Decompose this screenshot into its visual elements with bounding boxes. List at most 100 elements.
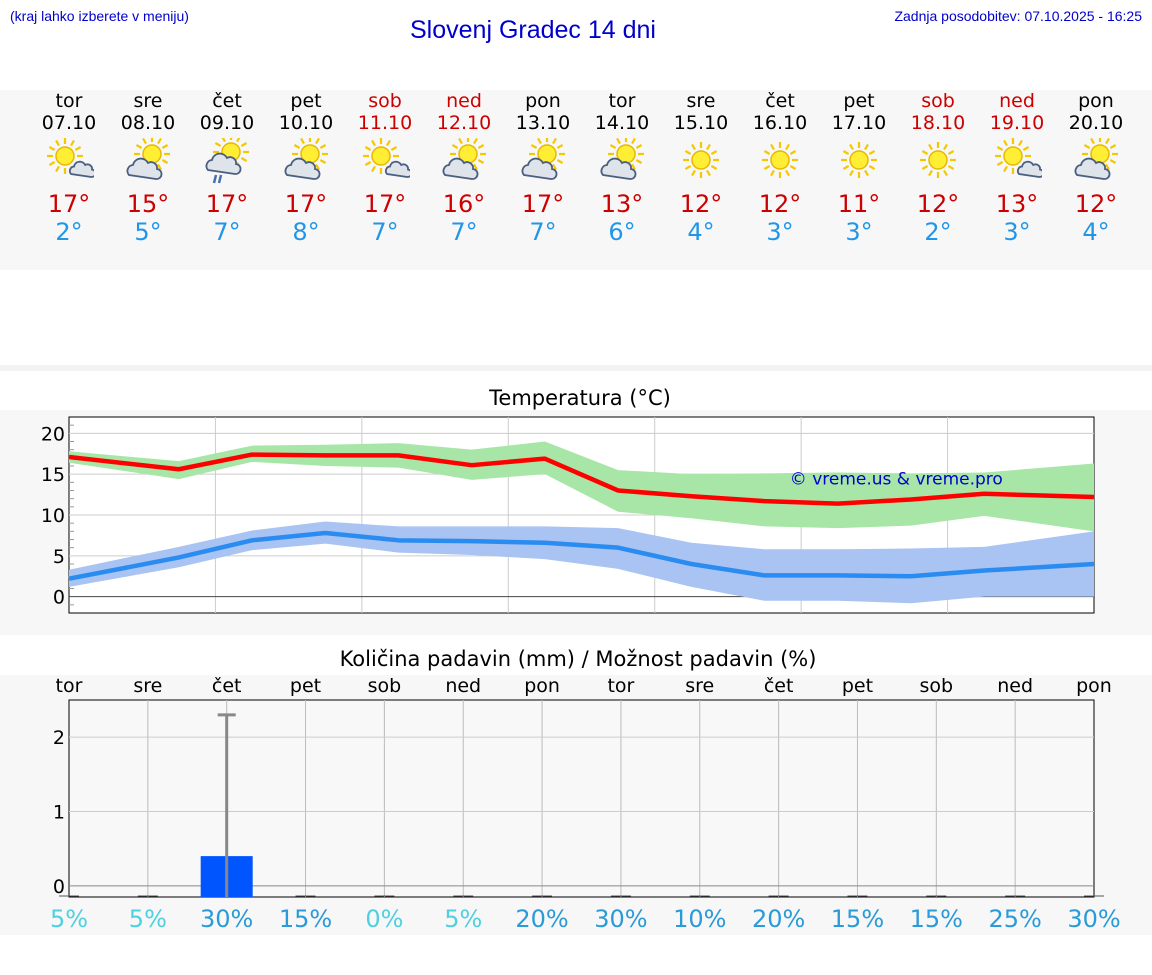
min-temperature: 8° [292,218,320,246]
sun-ray [236,138,241,143]
sun-ray [1022,146,1030,151]
day-name: sre [133,90,163,112]
cloud-sun-icon [442,138,486,180]
location-menu-hint[interactable]: (kraj lahko izberete v meniju) [10,8,189,24]
precipitation-chart: tor sre čet pet sob ned pon tor sre čet pet sob ned p… [50,675,1121,933]
y-tick-label: 10 [41,505,65,527]
sun-icon [841,142,877,178]
sun-ray [240,142,248,147]
day-name: ned [999,90,1035,112]
sun-ray [530,144,538,149]
y-tick-label: 15 [41,464,65,486]
sun-ray [635,144,643,149]
day-date: 08.10 [120,112,176,134]
sun-ray [161,144,169,149]
precipitation-probability: 0% [365,905,403,933]
category-label: sob [368,675,402,697]
min-temperature: 3° [1003,218,1031,246]
cloud-shape [384,160,410,178]
forecast-day[interactable]: ned 19.10 13° 3° [977,90,1057,246]
forecast-day[interactable]: pet 17.10 11° 3° [819,90,899,246]
sun-ray [770,169,775,177]
precipitation-probability: 10% [673,905,726,933]
sun-ray [864,169,869,177]
min-temperature: 4° [687,218,715,246]
sun-ray [691,143,696,151]
max-temperature: 17° [205,190,249,218]
sun-ray [789,150,797,155]
sun-icon [920,142,956,178]
day-name: sob [368,90,402,112]
max-temperature: 12° [679,190,723,218]
max-temperature: 12° [758,190,802,218]
last-updated: Zadnja posodobitev: 07.10.2025 - 16:25 [894,8,1142,24]
sun-ray [537,138,542,145]
sun-ray [684,165,692,170]
forecast-day[interactable]: tor 14.10 13° 6° [582,90,662,246]
cloud-shape [442,157,479,180]
precipitation-probability: 20% [515,905,568,933]
y-tick-label: 20 [41,423,65,445]
sun-ray [1083,144,1091,149]
sun-ray [477,144,485,149]
sun-ray [319,159,327,164]
forecast-day[interactable]: pon 13.10 17° 7° [503,90,583,246]
sun-ray [1105,163,1110,171]
sun-ray [161,159,169,164]
precipitation-probability: 15% [910,905,963,933]
sun-ray [55,165,60,173]
max-temperature: 11° [837,190,881,218]
forecast-day[interactable]: pet 10.10 17° 8° [266,90,346,246]
sun-ray [293,144,301,149]
sun-ray [473,163,478,171]
day-date: 14.10 [594,112,650,134]
sun-ray [48,161,56,166]
forecast-day[interactable]: sre 08.10 15° 5° [108,90,188,246]
min-temperature: 3° [845,218,873,246]
cloud-shape [1074,157,1111,180]
cloud-sun-icon [600,138,644,180]
sun-ray [70,139,75,147]
forecast-day[interactable]: sob 18.10 12° 2° [898,90,978,246]
forecast-day[interactable]: čet 09.10 17° 7° [187,90,267,246]
sun-ray [928,169,933,177]
precipitation-probability: 15% [831,905,884,933]
max-temperature: 15° [126,190,170,218]
min-temperature: 2° [55,218,83,246]
forecast-day[interactable]: ned 12.10 16° 7° [424,90,504,246]
max-temperature: 16° [442,190,486,218]
category-label: tor [607,675,634,697]
sun-ray [770,143,775,151]
category-label: čet [212,675,242,697]
sun-ray [996,161,1004,166]
forecast-day[interactable]: pon 20.10 12° 4° [1056,90,1136,246]
sun-ray [943,169,948,177]
sun-ray [691,169,696,177]
sun-ray [390,146,398,151]
sun-ray [1018,139,1023,147]
sun-ray [458,138,463,145]
sun-disc [849,150,869,170]
day-date: 16.10 [752,112,808,134]
divider [0,365,1152,371]
category-label: pet [290,675,321,697]
sun-ray [1003,139,1008,147]
max-temperature: 13° [995,190,1039,218]
day-date: 20.10 [1068,112,1124,134]
sun-ray [706,143,711,151]
sun-disc [770,150,790,170]
category-label: sre [133,675,162,697]
sun-ray [74,146,82,151]
sun-ray [763,165,771,170]
sun-disc [371,146,391,166]
day-date: 17.10 [831,112,887,134]
forecast-day[interactable]: tor 07.10 17° 2° [29,90,109,246]
sun-ray [921,150,929,155]
min-temperature: 5° [134,218,162,246]
sun-ray [921,165,929,170]
forecast-day[interactable]: čet 16.10 12° 3° [740,90,820,246]
forecast-day[interactable]: sre 15.10 12° 4° [661,90,741,246]
forecast-day[interactable]: sob 11.10 17° 7° [345,90,425,246]
max-temperature: 12° [1074,190,1118,218]
day-date: 12.10 [436,112,492,134]
